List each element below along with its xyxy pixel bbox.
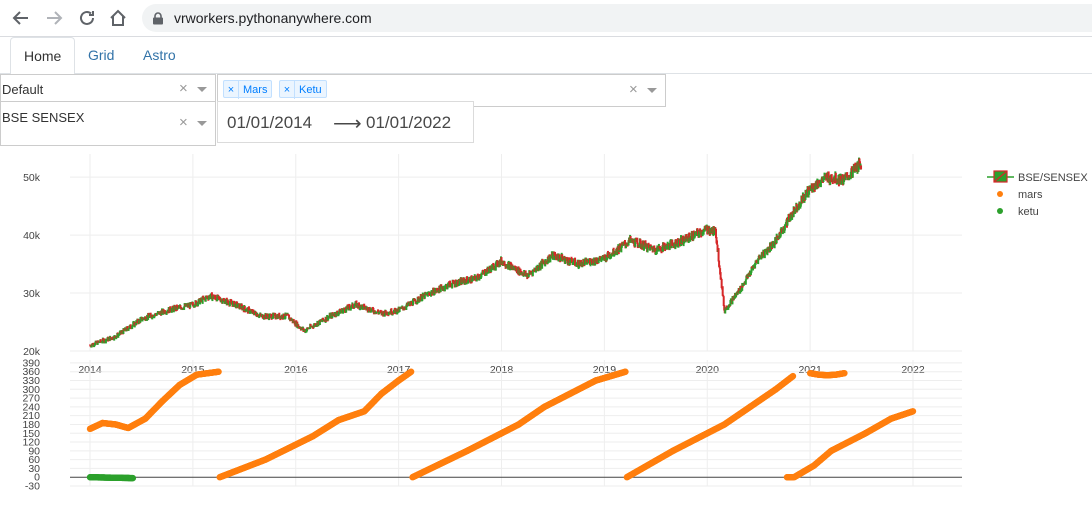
date-range-arrow-icon: ⟶ bbox=[333, 113, 362, 135]
preset-value: Default bbox=[2, 82, 44, 97]
price-tick-label: 40k bbox=[23, 230, 41, 242]
degree-tick-label: 90 bbox=[28, 445, 40, 457]
tab-bar: Home Grid Astro bbox=[0, 37, 1092, 75]
mars-point bbox=[909, 408, 917, 415]
planet-tag-ketu[interactable]: × Ketu bbox=[279, 80, 327, 99]
degree-tick-label: 330 bbox=[22, 375, 40, 387]
legend-label-sensex: BSE/SENSEX bbox=[1018, 172, 1088, 184]
price-candles bbox=[89, 157, 863, 348]
start-date-input[interactable]: 01/01/2014 bbox=[227, 113, 313, 132]
index-clear-icon[interactable]: × bbox=[179, 114, 188, 131]
tab-grid[interactable]: Grid bbox=[88, 47, 115, 63]
lock-icon bbox=[153, 12, 163, 25]
browser-bar: vrworkers.pythonanywhere.com bbox=[0, 0, 1092, 37]
degree-tick-label: 270 bbox=[22, 393, 40, 405]
home-icon bbox=[110, 9, 126, 26]
degree-tick-label: 360 bbox=[22, 366, 40, 378]
end-date-input[interactable]: 01/01/2022 bbox=[366, 113, 452, 132]
legend-dot-mars bbox=[997, 191, 1003, 197]
reload-icon bbox=[80, 10, 94, 25]
degree-tick-label: 150 bbox=[22, 428, 40, 440]
mars-point bbox=[841, 369, 848, 377]
index-value: BSE SENSEX bbox=[2, 110, 85, 125]
tab-astro[interactable]: Astro bbox=[143, 47, 176, 63]
price-tick-label: 30k bbox=[23, 288, 41, 300]
date-range-picker[interactable]: 01/01/2014 ⟶ 01/01/2022 bbox=[217, 101, 474, 143]
planet-series bbox=[86, 368, 917, 482]
url-text: vrworkers.pythonanywhere.com bbox=[174, 10, 372, 26]
chart-legend[interactable]: BSE/SENSEX mars ketu bbox=[987, 170, 1088, 218]
planet-chevron-down-icon[interactable] bbox=[647, 88, 657, 93]
mars-point bbox=[789, 372, 797, 380]
legend-label-ketu: ketu bbox=[1018, 206, 1039, 218]
index-chevron-down-icon[interactable] bbox=[197, 121, 207, 126]
degree-tick-label: 390 bbox=[22, 357, 40, 369]
degree-tick-label: 30 bbox=[28, 463, 40, 475]
degree-tick-label: 240 bbox=[22, 401, 40, 413]
back-button[interactable] bbox=[9, 6, 33, 30]
price-axis: 20k 30k 40k 50k bbox=[23, 172, 41, 358]
ketu-point bbox=[129, 474, 137, 482]
degree-tick-label: 120 bbox=[22, 437, 40, 449]
mars-point bbox=[789, 474, 797, 481]
index-dropdown[interactable]: BSE SENSEX × bbox=[0, 101, 216, 146]
forward-button[interactable] bbox=[42, 6, 66, 30]
mars-point bbox=[407, 368, 415, 375]
legend-label-mars: mars bbox=[1018, 189, 1043, 201]
degree-tick-label: 210 bbox=[22, 410, 40, 422]
preset-clear-icon[interactable]: × bbox=[179, 80, 188, 97]
planet-clear-icon[interactable]: × bbox=[629, 81, 638, 98]
home-button[interactable] bbox=[106, 6, 130, 30]
degree-tick-label: 180 bbox=[22, 419, 40, 431]
tab-home[interactable]: Home bbox=[10, 37, 76, 75]
legend-item-mars[interactable]: mars bbox=[997, 189, 1043, 201]
mars-point bbox=[215, 368, 222, 375]
degree-tick-label: 0 bbox=[34, 472, 40, 484]
forward-arrow-icon bbox=[47, 11, 63, 25]
legend-item-ketu[interactable]: ketu bbox=[997, 206, 1039, 218]
reload-button[interactable] bbox=[75, 6, 99, 30]
degree-tick-label: 60 bbox=[28, 454, 40, 466]
mars-point bbox=[622, 368, 629, 375]
back-arrow-icon bbox=[12, 11, 28, 25]
remove-mars-icon[interactable]: × bbox=[224, 81, 239, 99]
planet-tag-label: Mars bbox=[243, 84, 268, 96]
price-gridlines bbox=[70, 154, 962, 352]
remove-ketu-icon[interactable]: × bbox=[280, 81, 295, 99]
planet-tag-mars[interactable]: × Mars bbox=[223, 80, 273, 99]
legend-candle-slash bbox=[993, 170, 1008, 183]
price-tick-label: 50k bbox=[23, 172, 41, 184]
degree-tick-label: 300 bbox=[22, 384, 40, 396]
degree-tick-label: -30 bbox=[25, 481, 40, 493]
legend-dot-ketu bbox=[997, 208, 1003, 214]
address-bar[interactable]: vrworkers.pythonanywhere.com bbox=[142, 4, 1092, 32]
price-tick-label: 20k bbox=[23, 346, 41, 358]
planet-tag-label: Ketu bbox=[299, 84, 322, 96]
preset-chevron-down-icon[interactable] bbox=[197, 87, 207, 92]
preset-dropdown[interactable]: Default × bbox=[0, 74, 216, 104]
legend-item-sensex[interactable]: BSE/SENSEX bbox=[987, 170, 1088, 184]
